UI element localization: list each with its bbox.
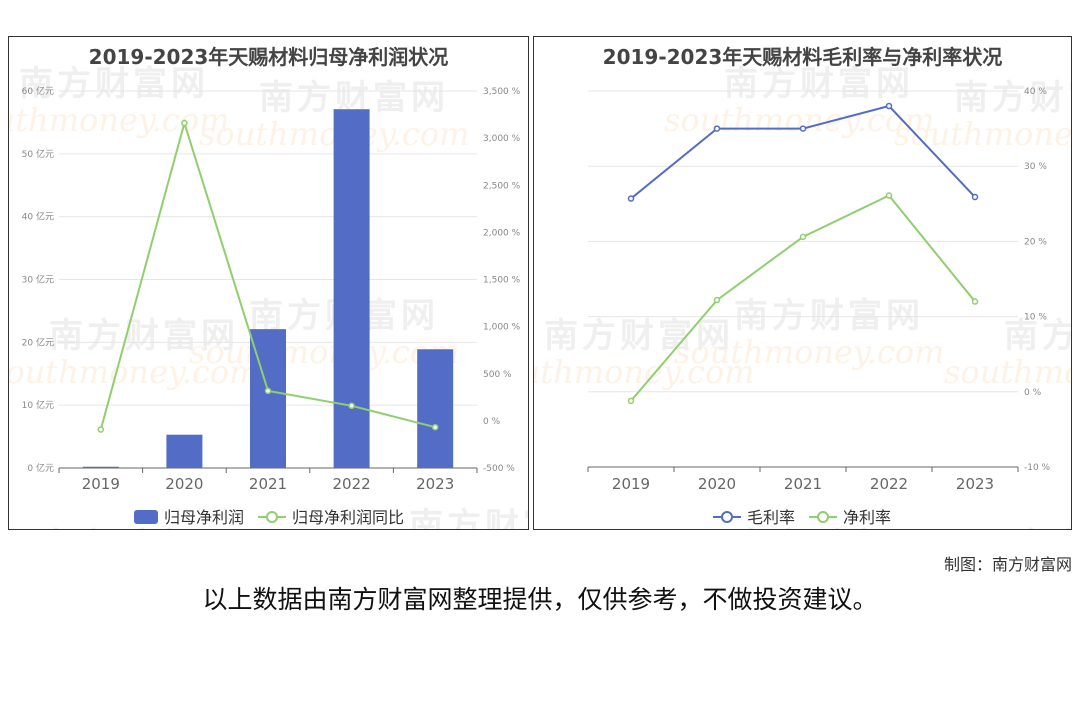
left-y-tick-4: 40 亿元 xyxy=(22,211,54,223)
left-point-1-1 xyxy=(181,119,188,127)
right-y-tick-0: -500 % xyxy=(483,464,515,474)
net-profit-bar-2019 xyxy=(82,466,119,468)
right-y-tick-1: 0 % xyxy=(483,417,501,427)
margin-y-tick-2: 10 % xyxy=(1024,313,1047,323)
left-point-1-4 xyxy=(431,423,439,431)
left-point-1-2 xyxy=(264,387,272,395)
watermark-cn-1: 南方财富网 xyxy=(954,78,1072,118)
net-profit-bar-2020 xyxy=(166,434,203,468)
chart-title-margins: 2019-2023年天赐材料毛利率与净利率状况 xyxy=(602,45,1003,69)
watermark-cn-2: 南方财富网 xyxy=(734,296,924,336)
left-x-label-2: 2021 xyxy=(249,475,287,493)
watermark-cn-3: 南方财富网 xyxy=(49,316,239,356)
watermark-group: 南方财富网southmoney.com南方财富网southmoney.com南方… xyxy=(534,64,1072,530)
chart-panel-margins: 南方财富网southmoney.com南方财富网southmoney.com南方… xyxy=(533,36,1072,530)
chart-panel-net-profit: 南方财富网southmoney.com南方财富网southmoney.com南方… xyxy=(8,36,529,530)
right-point-0-0 xyxy=(627,195,635,202)
right-x-label-2: 2021 xyxy=(784,475,822,493)
right-x-label-4: 2023 xyxy=(956,475,994,493)
right-y-tick-4: 1,500 % xyxy=(483,276,521,286)
right-point-0-1 xyxy=(713,125,721,132)
right-y-tick-5: 2,000 % xyxy=(483,228,521,238)
right-y-tick-7: 3,000 % xyxy=(483,134,521,144)
watermark-en-1: southmoney.com xyxy=(894,115,1072,153)
margin-y-tick-1: 0 % xyxy=(1024,388,1042,398)
left-y-tick-0: 0 亿元 xyxy=(27,462,54,474)
right-point-1-4 xyxy=(971,298,979,305)
left-point-1-0 xyxy=(97,426,105,433)
left-legend-label-0: 归母净利润 xyxy=(164,508,244,527)
left-y-tick-5: 50 亿元 xyxy=(22,148,54,160)
net-profit-chart: 南方财富网southmoney.com南方财富网southmoney.com南方… xyxy=(9,64,529,530)
right-legend-marker-1 xyxy=(817,511,829,523)
right-x-label-1: 2020 xyxy=(698,475,736,493)
margin-y-tick-5: 40 % xyxy=(1024,87,1047,97)
watermark-en-0: southmoney.com xyxy=(9,101,229,139)
left-point-1-3 xyxy=(348,402,355,410)
left-y-tick-1: 10 亿元 xyxy=(22,399,54,411)
watermark-cn-5: 南方财富网 xyxy=(409,506,529,530)
watermark-cn-3: 南方财富网 xyxy=(544,316,734,356)
right-point-0-4 xyxy=(971,193,979,201)
chart-title-net-profit: 2019-2023年天赐材料归母净利润状况 xyxy=(88,45,449,69)
right-point-1-2 xyxy=(799,233,807,241)
right-x-label-0: 2019 xyxy=(612,475,650,493)
right-y-tick-2: 500 % xyxy=(483,370,512,380)
right-point-0-2 xyxy=(799,125,807,132)
watermark-en-2: southmoney.com xyxy=(189,333,459,371)
left-x-label-4: 2023 xyxy=(416,475,454,493)
right-legend-label-1: 净利率 xyxy=(843,508,891,527)
margin-y-tick-0: -10 % xyxy=(1024,463,1051,473)
right-y-tick-6: 2,500 % xyxy=(483,181,521,191)
left-x-label-3: 2022 xyxy=(333,475,371,493)
chart-credit: 制图：南方财富网 xyxy=(943,555,1072,574)
watermark-cn-0: 南方财富网 xyxy=(724,64,914,104)
net-profit-bar-2023 xyxy=(417,349,454,468)
left-y-tick-6: 60 亿元 xyxy=(22,85,54,97)
left-legend-marker-1 xyxy=(266,511,278,523)
left-legend-label-1: 归母净利润同比 xyxy=(292,508,404,527)
margin-y-tick-3: 20 % xyxy=(1024,237,1047,247)
net-profit-bar-2022 xyxy=(333,109,370,468)
left-legend-swatch-0 xyxy=(134,510,158,524)
right-point-1-1 xyxy=(713,296,721,304)
right-x-label-3: 2022 xyxy=(870,475,908,493)
right-y-tick-3: 1,000 % xyxy=(483,323,521,333)
right-legend-label-0: 毛利率 xyxy=(747,508,795,527)
watermark-cn-4: 南方财富网 xyxy=(39,526,229,530)
disclaimer-text: 以上数据由南方财富网整理提供，仅供参考，不做投资建议。 xyxy=(202,585,878,614)
watermark-cn-0: 南方财富网 xyxy=(19,64,209,104)
right-y-tick-8: 3,500 % xyxy=(483,87,521,97)
left-y-tick-3: 30 亿元 xyxy=(22,274,54,286)
watermark-en-4: southmoney.com xyxy=(944,353,1072,391)
watermark-cn-5: 南方财富网 xyxy=(734,526,924,530)
right-point-1-0 xyxy=(627,397,635,405)
margin-y-tick-4: 30 % xyxy=(1024,162,1047,172)
watermark-en-2: southmoney.com xyxy=(674,333,944,371)
watermark-en-3: southmoney.com xyxy=(9,353,259,391)
right-legend-marker-0 xyxy=(721,511,733,523)
left-x-label-1: 2020 xyxy=(165,475,203,493)
left-y-tick-2: 20 亿元 xyxy=(22,336,54,348)
watermark-cn-4: 南方财富网 xyxy=(1004,316,1072,356)
watermark-cn-6: 南方财富网 xyxy=(1014,526,1072,530)
right-point-0-3 xyxy=(885,102,893,110)
margins-chart: 南方财富网southmoney.com南方财富网southmoney.com南方… xyxy=(534,64,1072,530)
left-x-label-0: 2019 xyxy=(82,475,120,493)
right-point-1-3 xyxy=(885,192,893,199)
